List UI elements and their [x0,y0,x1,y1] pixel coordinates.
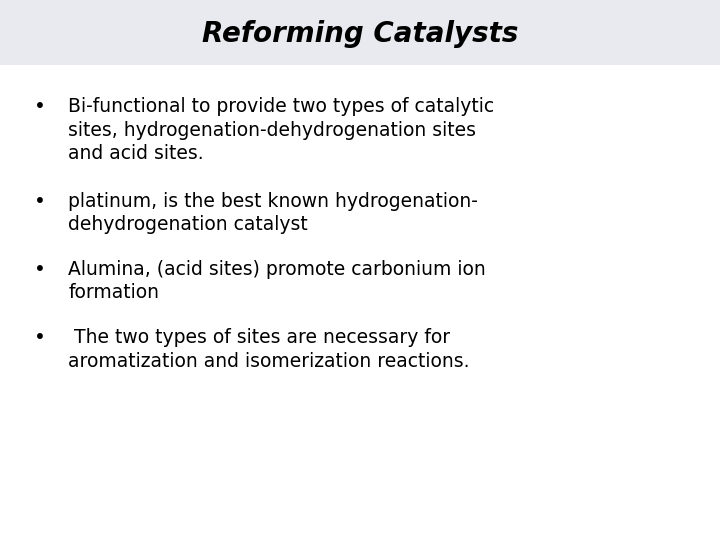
Text: •: • [34,260,45,279]
Text: •: • [34,97,45,116]
Text: The two types of sites are necessary for
aromatization and isomerization reactio: The two types of sites are necessary for… [68,328,470,370]
Text: Reforming Catalysts: Reforming Catalysts [202,20,518,48]
Text: Bi-functional to provide two types of catalytic
sites, hydrogenation-dehydrogena: Bi-functional to provide two types of ca… [68,97,495,163]
Text: Alumina, (acid sites) promote carbonium ion
formation: Alumina, (acid sites) promote carbonium … [68,260,486,302]
Text: •: • [34,328,45,347]
Text: platinum, is the best known hydrogenation-
dehydrogenation catalyst: platinum, is the best known hydrogenatio… [68,192,478,234]
Text: •: • [34,192,45,211]
FancyBboxPatch shape [0,0,720,65]
